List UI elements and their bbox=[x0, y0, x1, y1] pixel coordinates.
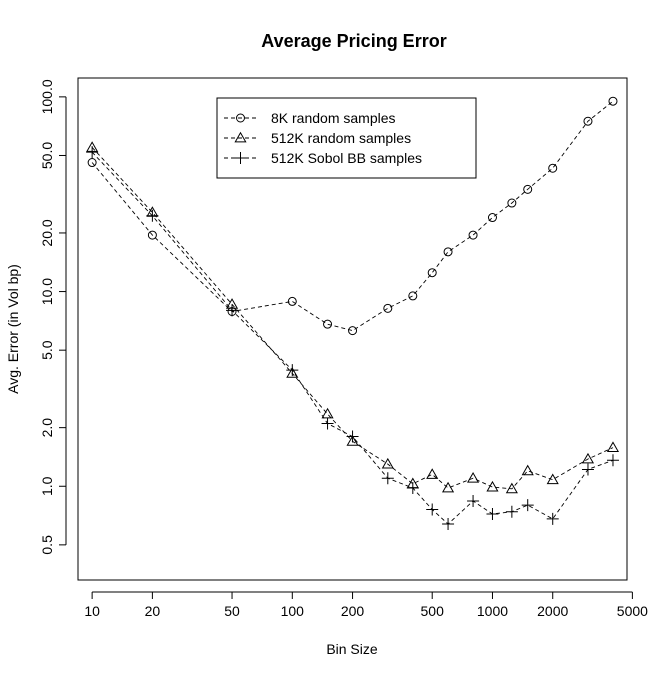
legend-item: 512K Sobol BB samples bbox=[224, 150, 422, 166]
data-point bbox=[426, 503, 439, 516]
data-point bbox=[346, 430, 359, 443]
x-tick-label: 50 bbox=[224, 603, 240, 619]
x-tick-label: 20 bbox=[145, 603, 161, 619]
data-point bbox=[487, 213, 497, 223]
legend-item: 512K random samples bbox=[224, 130, 411, 146]
data-point bbox=[427, 268, 437, 278]
data-point bbox=[381, 472, 394, 485]
data-point bbox=[346, 435, 359, 446]
x-tick-label: 200 bbox=[341, 603, 365, 619]
y-tick-label: 20.0 bbox=[39, 219, 55, 246]
series-line bbox=[91, 100, 614, 332]
data-point bbox=[443, 247, 453, 257]
legend-marker bbox=[234, 131, 247, 143]
data-point bbox=[583, 116, 593, 126]
data-point bbox=[323, 319, 333, 329]
data-point bbox=[441, 481, 455, 493]
data-point bbox=[505, 482, 518, 494]
y-tick-label: 0.5 bbox=[39, 535, 55, 555]
data-point bbox=[548, 163, 558, 173]
legend-marker bbox=[234, 152, 247, 164]
data-point bbox=[546, 473, 559, 485]
legend-item: 8K random samples bbox=[224, 110, 396, 126]
data-point bbox=[486, 508, 499, 521]
legend-box bbox=[216, 97, 477, 179]
data-point bbox=[505, 505, 518, 518]
data-point bbox=[286, 367, 299, 378]
data-point bbox=[287, 296, 297, 306]
data-point bbox=[523, 184, 533, 194]
data-point bbox=[87, 158, 97, 168]
legend-label: 512K Sobol BB samples bbox=[271, 150, 422, 166]
series-triangle bbox=[86, 141, 620, 494]
data-point bbox=[581, 452, 595, 464]
data-point bbox=[468, 230, 478, 240]
data-point bbox=[408, 291, 418, 301]
legend-marker bbox=[236, 113, 245, 123]
chart-title: Average Pricing Error bbox=[261, 31, 446, 51]
x-axis: 10 20 50 100 200 500 1000 2000 5000 bbox=[84, 591, 648, 619]
data-point bbox=[608, 96, 618, 106]
y-tick-label: 2.0 bbox=[39, 418, 55, 438]
x-axis-label: Bin Size bbox=[326, 641, 378, 657]
data-point bbox=[467, 495, 480, 507]
data-point bbox=[606, 441, 620, 452]
x-tick-label: 500 bbox=[421, 603, 445, 619]
y-tick-label: 100.0 bbox=[39, 79, 55, 114]
data-point bbox=[86, 146, 99, 159]
y-tick-label: 50.0 bbox=[39, 142, 55, 169]
y-tick-label: 10.0 bbox=[39, 278, 55, 305]
data-point bbox=[381, 457, 394, 469]
y-axis-label: Avg. Error (in Vol bp) bbox=[5, 264, 21, 394]
y-axis: 0.5 1.0 2.0 5.0 10.0 20.0 50.0 100.0 bbox=[39, 79, 67, 555]
x-tick-label: 100 bbox=[281, 603, 305, 619]
data-point bbox=[147, 230, 157, 240]
data-point bbox=[606, 454, 619, 467]
y-tick-label: 1.0 bbox=[39, 476, 55, 496]
data-point bbox=[521, 499, 534, 512]
data-point bbox=[426, 468, 439, 479]
data-point bbox=[226, 304, 239, 317]
data-point bbox=[383, 303, 393, 313]
data-point bbox=[146, 209, 159, 222]
x-tick-label: 1000 bbox=[477, 603, 508, 619]
data-point bbox=[507, 198, 517, 208]
data-point bbox=[581, 463, 594, 476]
data-point bbox=[521, 464, 534, 476]
series-layer bbox=[86, 96, 620, 530]
data-point bbox=[348, 326, 358, 336]
legend-label: 8K random samples bbox=[271, 110, 396, 126]
series-line bbox=[91, 151, 614, 525]
legend: 8K random samples 512K random samples 512K… bbox=[216, 97, 477, 179]
plot-frame bbox=[77, 77, 628, 581]
data-point bbox=[321, 417, 334, 430]
series-line bbox=[91, 147, 614, 490]
data-point bbox=[286, 364, 299, 377]
legend-label: 512K random samples bbox=[271, 130, 411, 146]
data-point bbox=[486, 480, 499, 492]
data-point bbox=[442, 517, 455, 530]
data-point bbox=[546, 512, 559, 525]
x-tick-label: 5000 bbox=[617, 603, 648, 619]
data-point bbox=[467, 471, 480, 483]
x-tick-label: 10 bbox=[84, 603, 100, 619]
x-tick-label: 2000 bbox=[537, 603, 568, 619]
data-point bbox=[406, 481, 419, 494]
y-tick-label: 5.0 bbox=[39, 340, 55, 360]
series-plus bbox=[86, 146, 619, 530]
